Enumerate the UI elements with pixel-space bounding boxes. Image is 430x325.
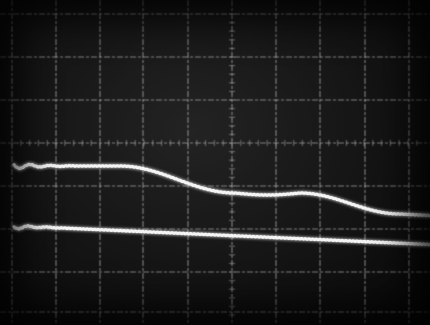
upper-trace — [12, 162, 430, 218]
lower-trace — [12, 224, 430, 247]
trace-layer — [12, 162, 430, 247]
